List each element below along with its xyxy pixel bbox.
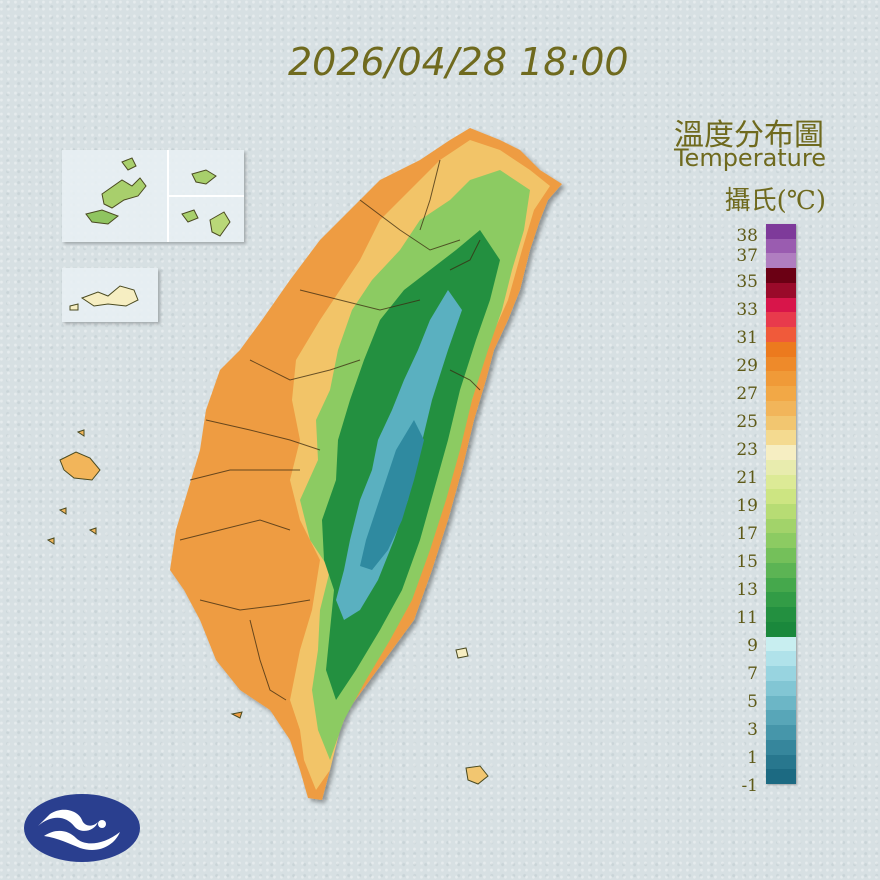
colorbar-band — [766, 415, 796, 431]
colorbar-band — [766, 489, 796, 505]
island-shape — [80, 285, 139, 307]
colorbar-label: 31 — [736, 328, 758, 348]
island-shape — [46, 537, 55, 545]
colorbar-band — [766, 224, 796, 240]
colorbar-band — [766, 518, 796, 534]
colorbar-band — [766, 548, 796, 564]
logo-swirl-upper — [38, 809, 98, 831]
colorbar-label: 7 — [747, 664, 758, 684]
colorbar-label: 37 — [736, 246, 758, 266]
colorbar-label: 3 — [747, 720, 758, 740]
colorbar-band — [766, 297, 796, 313]
colorbar-band — [766, 636, 796, 652]
island-shape — [209, 211, 231, 237]
island-shape — [85, 209, 119, 225]
colorbar-band — [766, 754, 796, 770]
colorbar-band — [766, 695, 796, 711]
colorbar-label: 15 — [736, 552, 758, 572]
colorbar-band — [766, 356, 796, 372]
colorbar-band — [766, 327, 796, 343]
colorbar-label: 9 — [747, 636, 758, 656]
logo-dot — [98, 820, 106, 828]
logo-swirl-lower — [44, 830, 120, 851]
colorbar-band — [766, 651, 796, 667]
inset-kinmen-islands — [62, 268, 158, 322]
legend-title-english: Temperature — [673, 144, 826, 172]
colorbar-band — [766, 504, 796, 520]
colorbar-band — [766, 621, 796, 638]
island-shape — [181, 209, 199, 223]
colorbar-band — [766, 238, 796, 254]
weather-bureau-logo — [24, 794, 140, 862]
green-island — [455, 647, 469, 659]
colorbar-label: 5 — [747, 692, 758, 712]
penghu-islands — [59, 451, 101, 481]
island-shape — [69, 303, 79, 311]
colorbar-band — [766, 282, 796, 299]
colorbar-band — [766, 445, 796, 461]
colorbar-band — [766, 739, 796, 756]
colorbar-label: 1 — [747, 748, 758, 768]
colorbar-label: 35 — [736, 272, 758, 292]
county-boundaries — [179, 159, 481, 701]
colorbar-band — [766, 562, 796, 579]
colorbar-label: 11 — [736, 608, 758, 628]
island-shape — [121, 157, 137, 171]
colorbar-label: -1 — [741, 776, 758, 796]
colorbar-label: 21 — [736, 468, 758, 488]
colorbar-label: 25 — [736, 412, 758, 432]
liuqiu-island — [230, 711, 243, 719]
inset-kinmen-svg — [69, 285, 139, 311]
island-shape — [76, 429, 85, 437]
map-timestamp: 2026/04/28 18:00 — [288, 40, 629, 84]
orchid-island — [465, 765, 489, 785]
inset-matsu-svg — [85, 150, 244, 242]
island-shape — [58, 507, 67, 515]
legend-title-chinese: 溫度分布圖 — [674, 118, 824, 153]
colorbar-band — [766, 268, 796, 284]
colorbar-band — [766, 371, 796, 387]
colorbar-band — [766, 400, 796, 417]
temperature-colorbar — [766, 224, 796, 785]
colorbar-band — [766, 312, 796, 328]
colorbar-band — [766, 666, 796, 682]
colorbar-band — [766, 341, 796, 358]
colorbar-band — [766, 725, 796, 741]
colorbar-band — [766, 710, 796, 726]
colorbar-band — [766, 253, 796, 269]
island-shape — [191, 169, 217, 185]
island-shape — [88, 527, 97, 535]
colorbar-band — [766, 386, 796, 402]
colorbar-band — [766, 430, 796, 446]
colorbar-label: 38 — [736, 226, 758, 246]
colorbar-band — [766, 680, 796, 697]
colorbar-label: 19 — [736, 496, 758, 516]
colorbar-band — [766, 459, 796, 476]
colorbar-label: 13 — [736, 580, 758, 600]
colorbar-band — [766, 533, 796, 549]
colorbar-label: 27 — [736, 384, 758, 404]
legend-unit: 攝氏(℃) — [724, 186, 826, 216]
colorbar-label: 17 — [736, 524, 758, 544]
colorbar-label: 33 — [736, 300, 758, 320]
colorbar-band — [766, 577, 796, 593]
colorbar-band — [766, 769, 796, 785]
island-shape — [101, 177, 147, 209]
colorbar-band — [766, 607, 796, 623]
inset-matsu-islands — [62, 150, 244, 242]
colorbar-band — [766, 592, 796, 608]
colorbar-label: 29 — [736, 356, 758, 376]
summit-temperature-zone — [360, 420, 424, 570]
colorbar-band — [766, 474, 796, 490]
colorbar-label: 23 — [736, 440, 758, 460]
